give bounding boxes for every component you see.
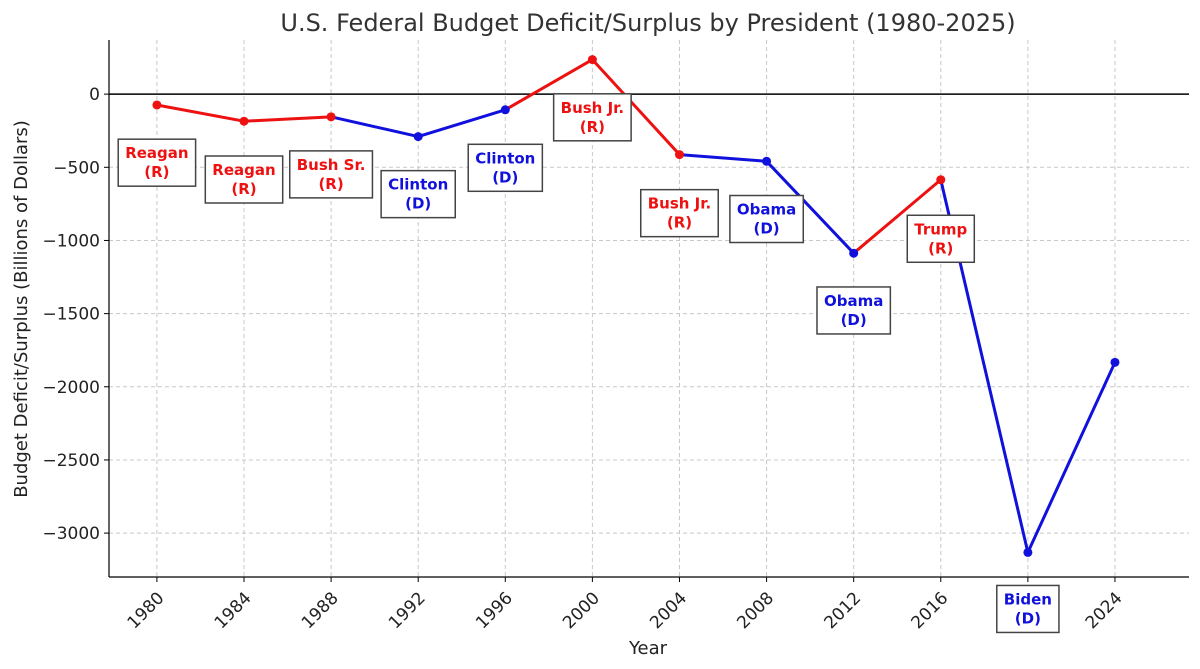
x-axis-label: Year — [628, 638, 668, 659]
series-segment-2012-2016 — [852, 178, 943, 255]
annotation-party: (R) — [667, 214, 692, 232]
annotation-layer: Reagan(R) Reagan(R)Bush Sr.(R) Clinton(D)C… — [117, 93, 1060, 634]
data-point-1988 — [326, 112, 336, 122]
x-tick-label-1992: 1992 — [385, 588, 430, 633]
series-segment-2008-2012 — [765, 159, 856, 255]
y-tick-label--500: −500 — [53, 158, 100, 178]
series-segment-1988-1992 — [329, 115, 420, 139]
data-point-2024 — [1110, 357, 1120, 367]
data-point-2004 — [674, 150, 684, 160]
series-layer — [155, 58, 1117, 554]
y-tick-label--2500: −2500 — [42, 451, 100, 471]
annotation-reagan-1984: Reagan(R) — [204, 155, 284, 204]
series-segment-1996-2000 — [503, 58, 594, 112]
annotation-name: Obama — [824, 292, 883, 310]
y-tick-label-0: 0 — [89, 85, 100, 105]
annotation-biden-2020: Biden(D) — [996, 584, 1060, 634]
annotation-party: (R) — [231, 180, 256, 198]
annotation-party: (R) — [580, 118, 605, 136]
annotation-name: Biden — [1004, 590, 1052, 608]
series-segment-2004-2008 — [677, 153, 769, 163]
annotation-name: Bush Sr. — [297, 156, 366, 174]
axes-layer — [108, 40, 1189, 578]
series-segment-2020-2024 — [1026, 360, 1117, 554]
y-tick-label--3000: −3000 — [42, 524, 100, 544]
x-tick-label-1988: 1988 — [298, 588, 343, 633]
annotation-party: (D) — [492, 168, 518, 186]
annotation-box — [906, 214, 976, 264]
data-point-2008 — [762, 156, 772, 166]
annotation-obama-2008: Obama(D) — [729, 194, 805, 244]
x-tick-label-1980: 1980 — [124, 588, 169, 633]
y-tick-label--1000: −1000 — [42, 231, 100, 251]
y-axis-label: Budget Deficit/Surplus (Billions of Doll… — [11, 120, 32, 498]
annotation-box — [552, 93, 632, 142]
x-tick-label-1996: 1996 — [472, 588, 517, 633]
annotation-box — [729, 194, 805, 244]
annotation-party: (D) — [841, 311, 867, 329]
data-point-2016 — [936, 175, 946, 185]
annotation-clinton-1992: Clinton(D) — [380, 169, 457, 219]
annotation-box — [204, 155, 284, 204]
x-tick-label-2012: 2012 — [820, 588, 865, 633]
annotation-bush-sr--1988: Bush Sr.(R) — [288, 150, 374, 199]
series-segment-2000-2004 — [590, 58, 681, 157]
annotation-party: (D) — [1015, 609, 1041, 627]
data-point-1996 — [500, 105, 510, 115]
annotation-box — [467, 143, 544, 193]
annotation-bush-jr--2004: Bush Jr.(R) — [639, 188, 719, 238]
data-point-2000 — [587, 55, 597, 65]
x-tick-label-2024: 2024 — [1082, 588, 1127, 633]
annotation-box — [996, 584, 1060, 634]
y-tick-label--1500: −1500 — [42, 305, 100, 325]
annotation-box — [816, 286, 892, 335]
chart-title: U.S. Federal Budget Deficit/Surplus by P… — [280, 9, 1015, 37]
series-segment-1984-1988 — [242, 115, 333, 123]
data-point-1992 — [413, 132, 423, 142]
annotation-trump-2016: Trump(R) — [906, 214, 976, 264]
y-tick-label--2000: −2000 — [42, 378, 100, 398]
x-tick-label-1984: 1984 — [211, 588, 256, 633]
x-tick-label-2008: 2008 — [733, 588, 778, 633]
annotation-party: (R) — [318, 175, 343, 193]
annotation-name: Clinton — [388, 176, 448, 194]
annotation-name: Bush Jr. — [648, 195, 711, 213]
annotation-box — [288, 150, 374, 199]
annotation-name: Obama — [737, 201, 796, 219]
annotation-bush-jr--2000: Bush Jr.(R) — [552, 93, 632, 142]
annotation-name: Clinton — [475, 149, 535, 167]
annotation-name: Reagan — [125, 144, 188, 162]
data-point-1984 — [239, 116, 249, 126]
data-point-1980 — [152, 100, 162, 110]
x-tick-label-2000: 2000 — [559, 588, 604, 633]
annotation-party: (R) — [144, 163, 169, 181]
annotation-box — [380, 169, 457, 219]
annotation-party: (R) — [928, 239, 953, 257]
data-point-2020 — [1023, 547, 1033, 557]
annotation-name: Reagan — [212, 161, 275, 179]
annotation-party: (D) — [753, 220, 779, 238]
series-segment-1992-1996 — [416, 108, 507, 139]
series-segment-1980-1984 — [155, 103, 246, 123]
data-point-2012 — [849, 248, 859, 258]
annotation-party: (D) — [405, 195, 431, 213]
annotation-reagan-1980: Reagan(R) — [117, 138, 197, 187]
points-layer — [152, 55, 1120, 557]
x-tick-label-2016: 2016 — [908, 588, 953, 633]
annotation-obama-2012: Obama(D) — [816, 286, 892, 335]
annotation-clinton-1996: Clinton(D) — [467, 143, 544, 193]
annotation-name: Trump — [914, 220, 967, 238]
annotation-box — [117, 138, 197, 187]
x-tick-label-2004: 2004 — [646, 588, 691, 633]
annotation-name: Bush Jr. — [561, 99, 624, 117]
annotation-box — [639, 188, 719, 238]
